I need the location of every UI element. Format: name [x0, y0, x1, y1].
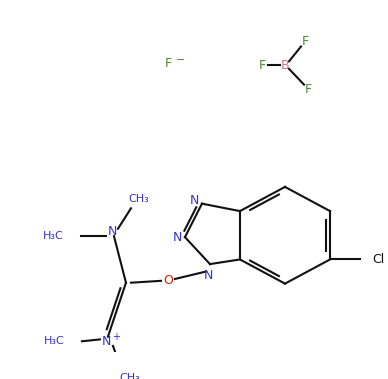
Text: N: N: [203, 269, 213, 282]
Text: CH₃: CH₃: [120, 373, 140, 379]
Text: N: N: [172, 231, 182, 244]
Text: F: F: [301, 35, 308, 49]
Text: F: F: [258, 59, 265, 72]
Text: H₃C: H₃C: [44, 336, 65, 346]
Text: N: N: [101, 335, 111, 348]
Text: +: +: [112, 332, 120, 341]
Text: CH₃: CH₃: [128, 194, 149, 204]
Text: F: F: [165, 57, 171, 70]
Text: −: −: [176, 55, 186, 66]
Text: N: N: [189, 194, 199, 207]
Text: F: F: [305, 83, 312, 96]
Text: N: N: [107, 225, 117, 238]
Text: O: O: [163, 274, 173, 287]
Text: Cl: Cl: [372, 253, 384, 266]
Text: H₃C: H₃C: [43, 231, 64, 241]
Text: B: B: [281, 59, 289, 72]
